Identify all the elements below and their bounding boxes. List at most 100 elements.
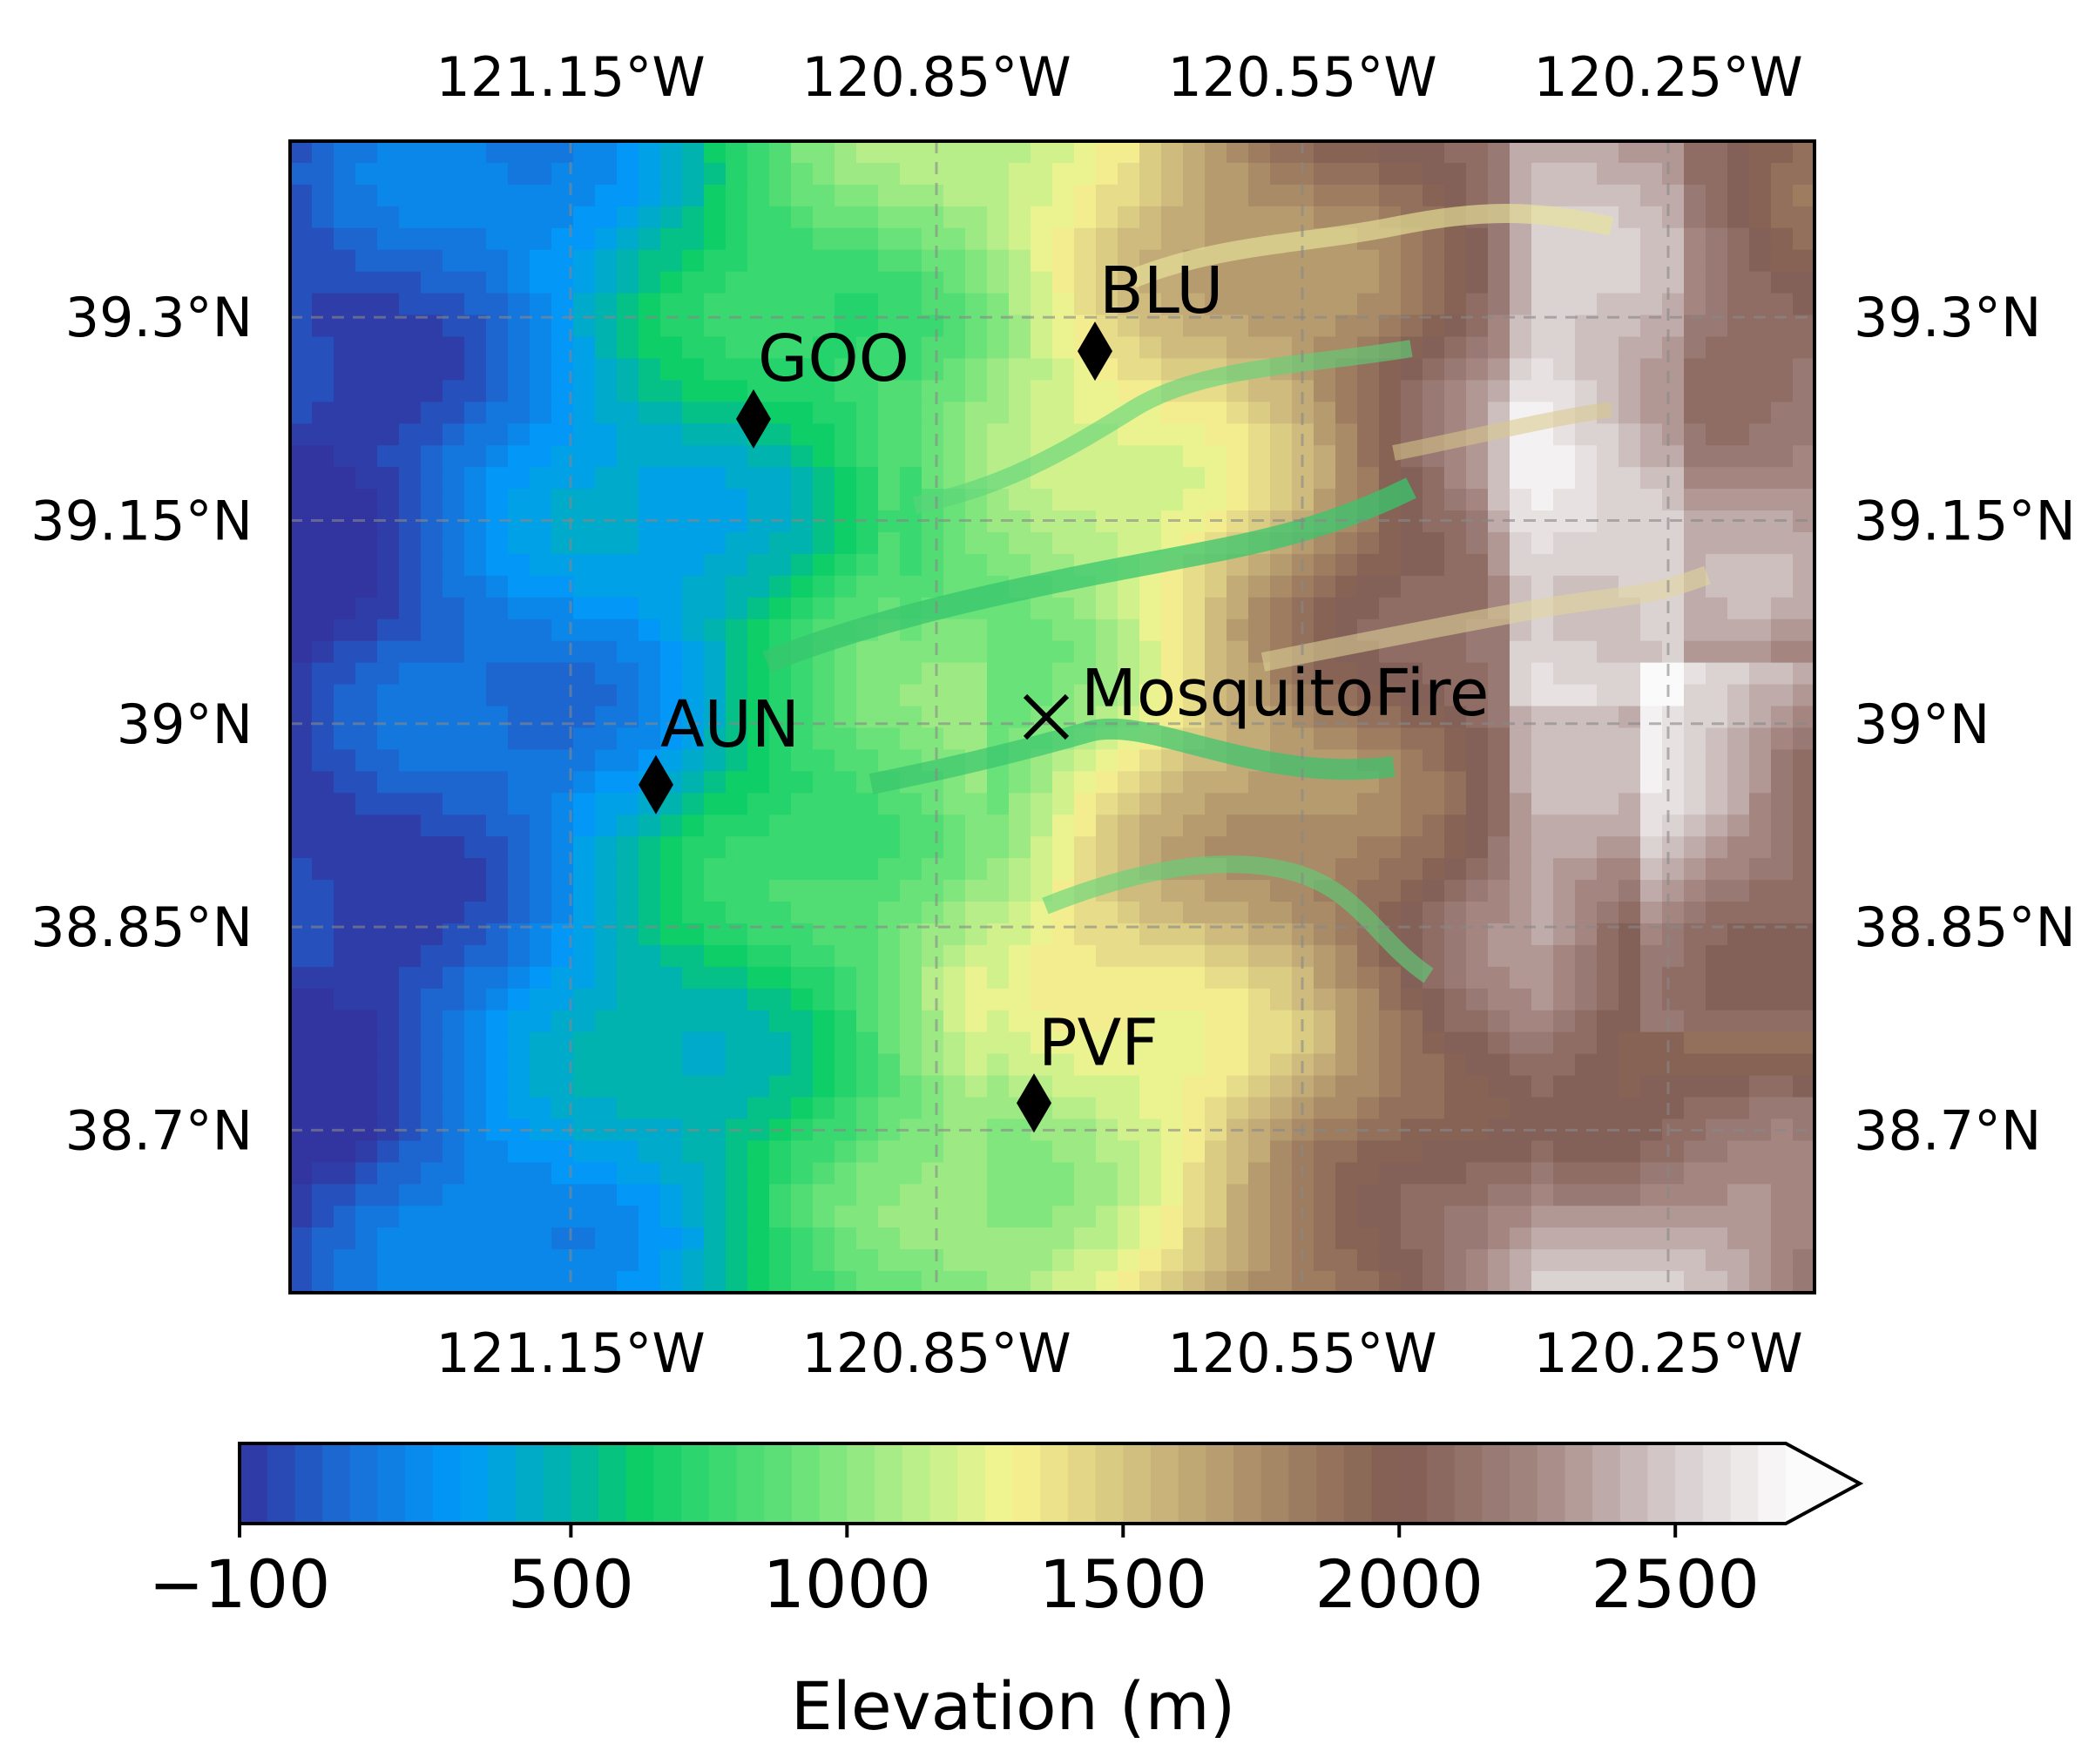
elevation-cell — [922, 1249, 944, 1272]
colorbar-segment — [819, 1443, 848, 1524]
elevation-cell — [1270, 293, 1293, 316]
elevation-cell — [508, 1031, 531, 1055]
elevation-cell — [1597, 880, 1619, 902]
elevation-cell — [1118, 358, 1140, 382]
elevation-cell — [747, 1075, 770, 1098]
elevation-cell — [1270, 489, 1293, 511]
elevation-cell — [660, 1206, 683, 1228]
elevation-cell — [1771, 749, 1794, 773]
elevation-cell — [987, 553, 1010, 577]
elevation-cell — [1335, 1053, 1358, 1077]
elevation-cell — [530, 944, 552, 968]
elevation-cell — [1575, 380, 1598, 403]
elevation-cell — [1444, 771, 1467, 794]
elevation-cell — [377, 553, 400, 577]
elevation-cell — [1640, 966, 1663, 990]
elevation-cell — [1161, 423, 1184, 446]
elevation-cell — [682, 293, 705, 316]
elevation-cell — [1009, 162, 1031, 186]
elevation-cell — [1052, 836, 1075, 859]
elevation-cell — [1074, 793, 1097, 816]
elevation-cell — [1488, 1075, 1510, 1098]
elevation-cell — [1749, 597, 1772, 620]
elevation-cell — [1771, 336, 1794, 360]
colorbar-segment — [625, 1443, 655, 1524]
elevation-cell — [1597, 618, 1619, 642]
elevation-cell — [1488, 249, 1510, 273]
elevation-cell — [769, 618, 792, 642]
elevation-cell — [1640, 1140, 1663, 1164]
elevation-cell — [1379, 271, 1402, 294]
elevation-cell — [1248, 141, 1271, 164]
elevation-cell — [747, 684, 770, 707]
elevation-cell — [1575, 988, 1598, 1011]
elevation-cell — [1684, 227, 1706, 251]
elevation-cell — [595, 814, 618, 837]
elevation-cell — [595, 314, 618, 338]
elevation-cell — [1771, 293, 1794, 316]
elevation-cell — [1248, 684, 1271, 707]
elevation-cell — [835, 271, 857, 294]
elevation-cell — [1793, 793, 1815, 816]
elevation-cell — [530, 206, 552, 229]
elevation-cell — [769, 858, 792, 881]
elevation-cell — [1727, 662, 1750, 686]
elevation-cell — [1684, 423, 1706, 446]
elevation-cell — [290, 1053, 313, 1077]
elevation-cell — [1553, 640, 1576, 664]
elevation-cell — [595, 467, 618, 490]
elevation-cell — [464, 771, 487, 794]
elevation-cell — [1335, 727, 1358, 751]
elevation-cell — [1423, 162, 1445, 186]
elevation-cell — [1488, 771, 1510, 794]
elevation-cell — [1248, 467, 1271, 490]
elevation-cell — [769, 1140, 792, 1164]
elevation-cell — [1553, 1227, 1576, 1250]
elevation-cell — [1444, 553, 1467, 577]
elevation-cell — [1749, 836, 1772, 859]
elevation-cell — [1270, 141, 1293, 164]
elevation-cell — [1401, 358, 1423, 382]
elevation-cell — [1597, 445, 1619, 468]
elevation-cell — [1662, 423, 1685, 446]
elevation-cell — [1706, 184, 1728, 207]
elevation-cell — [1749, 944, 1772, 968]
elevation-cell — [1727, 902, 1750, 924]
elevation-cell — [1466, 966, 1489, 990]
elevation-cell — [922, 227, 944, 251]
elevation-cell — [769, 271, 792, 294]
elevation-cell — [682, 1053, 705, 1077]
elevation-cell — [1488, 662, 1510, 686]
elevation-cell — [965, 162, 988, 186]
elevation-cell — [1183, 1097, 1206, 1120]
elevation-cell — [1444, 162, 1467, 186]
elevation-cell — [813, 162, 835, 186]
elevation-cell — [1662, 814, 1685, 837]
elevation-cell — [508, 423, 531, 446]
elevation-cell — [682, 227, 705, 251]
elevation-cell — [486, 162, 509, 186]
elevation-cell — [900, 880, 922, 902]
elevation-cell — [682, 814, 705, 837]
elevation-cell — [1139, 966, 1162, 990]
elevation-cell — [1466, 1249, 1489, 1272]
elevation-cell — [1575, 706, 1598, 729]
elevation-cell — [769, 1184, 792, 1207]
elevation-cell — [1270, 336, 1293, 360]
elevation-cell — [791, 380, 814, 403]
elevation-cell — [421, 423, 443, 446]
elevation-cell — [1096, 227, 1118, 251]
elevation-cell — [1662, 380, 1685, 403]
elevation-cell — [1706, 1053, 1728, 1077]
elevation-cell — [1401, 1162, 1423, 1186]
elevation-cell — [1031, 988, 1053, 1011]
elevation-cell — [1597, 531, 1619, 555]
elevation-cell — [769, 380, 792, 403]
elevation-cell — [312, 1271, 335, 1293]
elevation-cell — [573, 793, 596, 816]
elevation-cell — [1205, 184, 1227, 207]
elevation-cell — [1161, 902, 1184, 924]
elevation-cell — [1684, 162, 1706, 186]
elevation-cell — [486, 336, 509, 360]
